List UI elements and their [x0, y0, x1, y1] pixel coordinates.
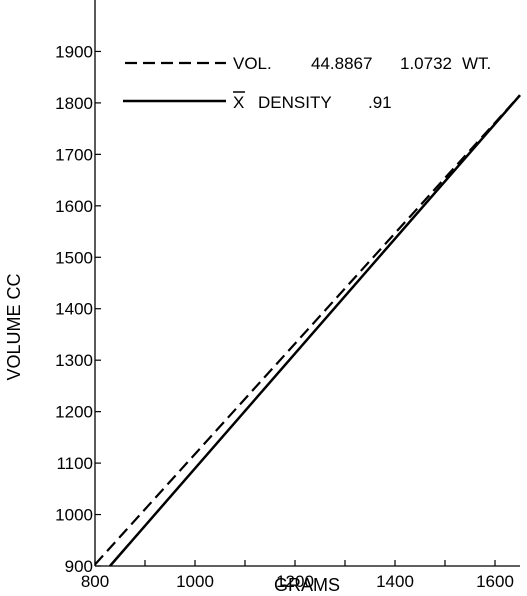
y-tick-label: 1100: [56, 454, 93, 473]
y-tick-label: 1700: [55, 145, 93, 164]
x-tick-label: 1600: [476, 572, 514, 591]
y-tick-label: 1900: [55, 42, 93, 61]
y-tick-label: 1500: [55, 248, 93, 267]
x-tick-label: 1200: [276, 572, 314, 591]
series-layer: [94, 94, 521, 567]
legend-wt-label: WT.: [462, 54, 491, 73]
legend-x-label: X: [233, 93, 244, 112]
x-tick-label: 800: [81, 572, 109, 591]
legend-density-label: DENSITY: [258, 93, 332, 112]
y-tick-label: 1400: [55, 300, 93, 319]
dashed-series-line: [94, 94, 521, 566]
solid-series-line: [109, 94, 521, 567]
y-tick-label: 1600: [55, 197, 93, 216]
legend-vol-label: VOL.: [233, 54, 272, 73]
x-axis-title: GRAMS: [274, 575, 340, 595]
legend: VOL. 44.8867 1.0732 WT. X DENSITY .91: [123, 54, 491, 112]
y-axis-title: VOLUME CC: [4, 273, 24, 380]
y-tick-label: 1200: [55, 403, 93, 422]
legend-density-value: .91: [368, 93, 392, 112]
y-tick-label: 1800: [55, 94, 93, 113]
y-tick-label: 900: [65, 557, 93, 576]
axes: 900 1000 1100 1200 1300 1400 1500 1600 1700 1800 1…: [55, 0, 520, 591]
y-tick-label: 1300: [55, 351, 93, 370]
legend-vol-value-2: 1.0732: [400, 54, 452, 73]
legend-vol-value-1: 44.8867: [311, 54, 372, 73]
x-tick-label: 1400: [376, 572, 414, 591]
y-tick-label: 1000: [55, 506, 93, 525]
x-tick-label: 1000: [176, 572, 214, 591]
